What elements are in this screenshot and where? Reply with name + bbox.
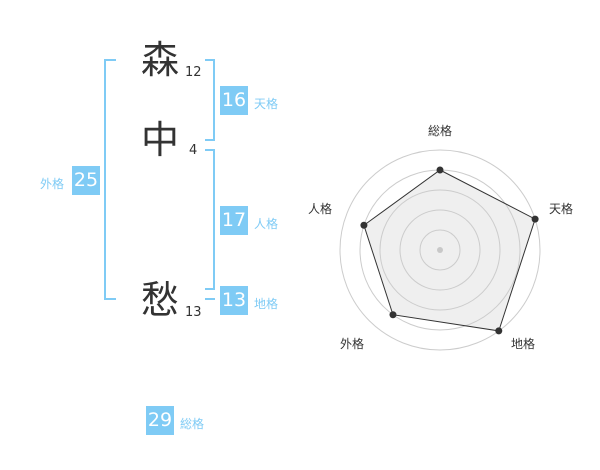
axis-label-chikaku: 地格 xyxy=(511,337,536,351)
radar-point-5 xyxy=(360,221,368,229)
stroke-count-2: 4 xyxy=(189,143,198,158)
radar-area xyxy=(363,170,536,331)
soukaku-value: 29 xyxy=(146,406,174,435)
soukaku-label: 総格 xyxy=(180,417,205,431)
axis-label-tenkaku: 天格 xyxy=(549,202,574,216)
jinkaku-value: 17 xyxy=(220,206,248,235)
axis-label-gaikaku: 外格 xyxy=(340,337,365,351)
radar-point-3 xyxy=(495,327,503,335)
axis-label-soukaku: 総格 xyxy=(428,124,453,138)
name-char-1: 森 xyxy=(140,38,179,82)
axis-label-jinkaku: 人格 xyxy=(308,202,333,216)
radar-point-4 xyxy=(389,311,397,319)
stroke-count-3: 13 xyxy=(185,305,202,320)
jinkaku-label: 人格 xyxy=(254,217,279,231)
tenkaku-label: 天格 xyxy=(254,97,279,111)
radar-center xyxy=(437,247,443,253)
radar-point-2 xyxy=(531,215,539,223)
radar-ring xyxy=(379,189,501,311)
tenkaku-value: 16 xyxy=(220,86,248,115)
name-char-3: 愁 xyxy=(140,278,179,322)
name-char-2: 中 xyxy=(140,118,179,162)
gaikaku-label: 外格 xyxy=(40,177,65,191)
radar-outline xyxy=(363,169,536,332)
radar-ring xyxy=(419,229,461,271)
stroke-count-1: 12 xyxy=(185,65,202,80)
chikaku-value: 13 xyxy=(220,286,248,315)
radar-ring xyxy=(399,209,481,291)
gaikaku-value: 25 xyxy=(72,166,100,195)
chikaku-connector xyxy=(205,298,215,300)
radar-ring xyxy=(339,149,541,351)
radar-point-1 xyxy=(436,166,444,174)
chikaku-label: 地格 xyxy=(254,297,279,311)
